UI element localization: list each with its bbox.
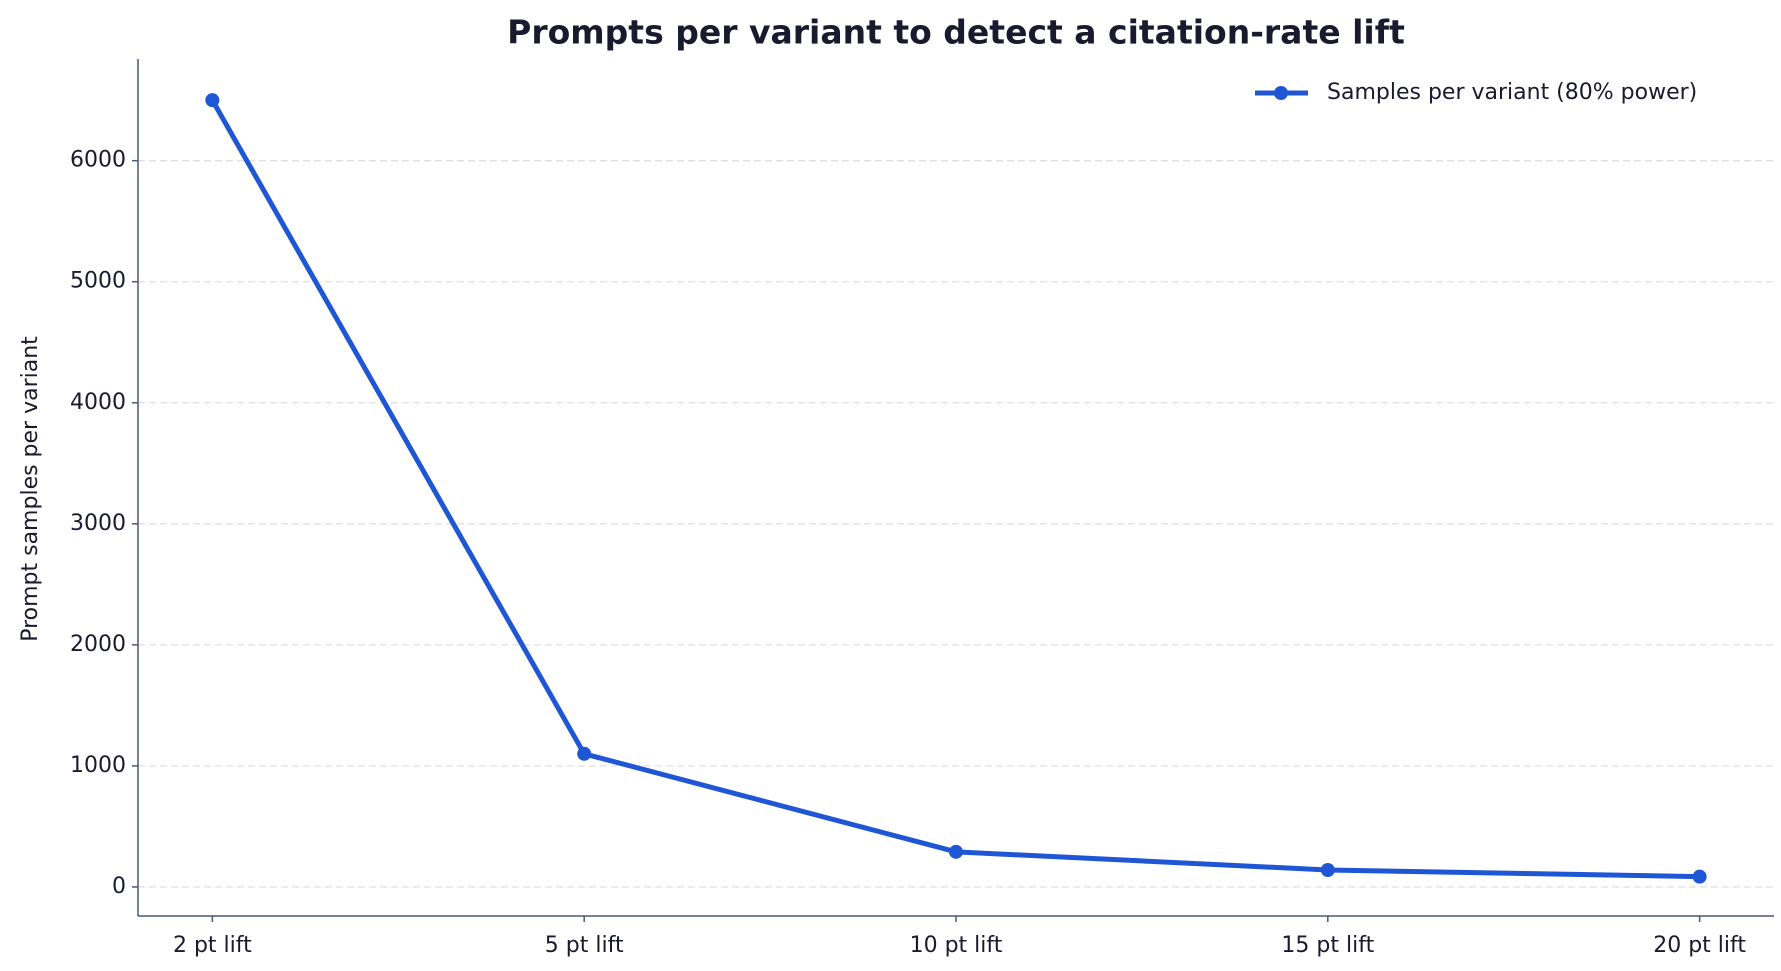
y-tick-label: 3000 (70, 511, 126, 536)
data-point (577, 746, 592, 761)
data-point (949, 844, 963, 859)
y-tick-label: 0 (112, 874, 126, 899)
data-point (1320, 863, 1335, 878)
data-point (205, 93, 220, 108)
y-tick-label: 2000 (70, 632, 126, 657)
x-tick-label: 15 pt lift (1281, 933, 1374, 958)
x-tick-label: 20 pt lift (1653, 933, 1746, 958)
y-tick-label: 6000 (70, 148, 126, 173)
chart-title: Prompts per variant to detect a citation… (507, 13, 1405, 52)
y-axis-label: Prompt samples per variant (18, 336, 43, 642)
x-tick-label: 10 pt lift (910, 933, 1003, 958)
data-line (210, 98, 1700, 880)
y-tick-label: 4000 (70, 390, 126, 415)
legend-marker (1274, 86, 1288, 100)
y-tick-label: 5000 (70, 269, 126, 294)
x-tick-label: 2 pt lift (173, 933, 252, 958)
legend-label: Samples per variant (80% power) (1327, 80, 1697, 105)
x-tick-label: 5 pt lift (545, 933, 624, 958)
y-tick-label: 1000 (70, 753, 126, 778)
data-point (1692, 869, 1707, 884)
